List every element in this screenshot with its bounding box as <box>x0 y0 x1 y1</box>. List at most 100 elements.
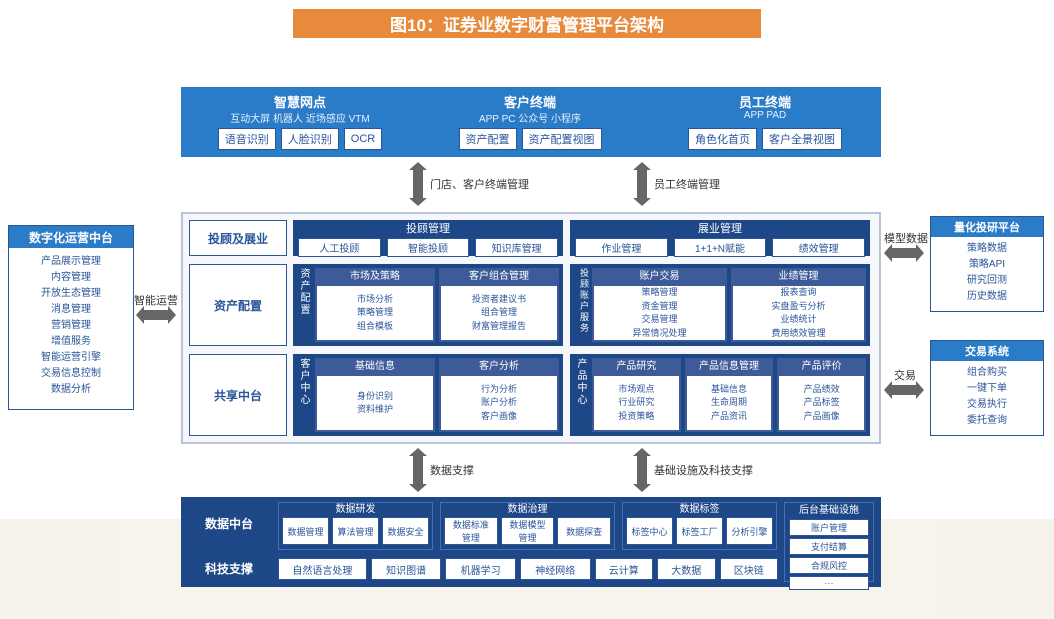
right2-panel: 交易系统 组合购买 一键下单 交易执行 委托查询 <box>930 340 1044 436</box>
i: 产品画像 <box>779 410 864 424</box>
b: 机器学习 <box>445 558 516 580</box>
i: 产品标签 <box>779 396 864 410</box>
arrow-mid-left-label: 数据支撑 <box>430 462 474 478</box>
arrow-side-r1 <box>892 248 916 258</box>
btn-asset-view: 资产配置视图 <box>522 128 602 150</box>
bottom-g1: 数据研发 数据管理 算法管理 数据安全 <box>278 502 433 550</box>
mid-r1-g2: 展业管理 作业管理 1+1+N赋能 绩效管理 <box>570 220 870 256</box>
i: 投资者建议书 <box>441 293 557 307</box>
mid-r3-vlabel2: 产品中心 <box>574 358 588 432</box>
i: 实盘盈亏分析 <box>733 300 864 314</box>
t: 产品信息管理 <box>687 360 772 374</box>
i: 支付结算 <box>789 538 869 555</box>
top-smart-branch-title: 智慧网点 <box>200 92 400 111</box>
i: 投资策略 <box>594 410 679 424</box>
t: 业绩管理 <box>733 270 864 284</box>
btn-cust-panorama: 客户全景视图 <box>762 128 842 150</box>
left-item: 消息管理 <box>51 302 91 317</box>
b: 分析引擎 <box>726 517 773 545</box>
i: 财富管理报告 <box>441 320 557 334</box>
mid-r3-label: 共享中台 <box>189 354 287 436</box>
right1-item: 历史数据 <box>967 289 1007 304</box>
b: 算法管理 <box>332 517 379 545</box>
left-item: 交易信息控制 <box>41 366 101 381</box>
b: 数据标准管理 <box>444 517 498 545</box>
b: 数据探查 <box>557 517 611 545</box>
top-client-sub: APP PC 公众号 小程序 <box>440 110 620 125</box>
arrow-top-right-label: 员工终端管理 <box>654 176 720 192</box>
right1-panel: 量化投研平台 策略数据 策略API 研究回测 历史数据 <box>930 216 1044 312</box>
i: 行为分析 <box>441 383 557 397</box>
t: 产品研究 <box>594 360 679 374</box>
left-item: 营销管理 <box>51 318 91 333</box>
right2-item: 交易执行 <box>967 397 1007 412</box>
mid-r2-vlabel1: 资产配置 <box>297 268 311 342</box>
i: 报表查询 <box>733 286 864 300</box>
top-smart-branch-btns: 语音识别 人脸识别 OCR <box>200 128 400 150</box>
right2-item: 一键下单 <box>967 381 1007 396</box>
right2-item: 组合购买 <box>967 365 1007 380</box>
mid-r1-g1: 投顾管理 人工投顾 智能投顾 知识库管理 <box>293 220 563 256</box>
mid-r2-right: 投顾账户服务 账户交易策略管理资金管理交易管理异常情况处理 业绩管理报表查询实盘… <box>570 264 870 346</box>
mid-r3-b5: 产品评价产品绩效产品标签产品画像 <box>777 358 866 432</box>
i: 资料维护 <box>317 403 433 417</box>
t: 账户交易 <box>594 270 725 284</box>
btn: 绩效管理 <box>772 238 865 257</box>
figure-title: 图10：证券业数字财富管理平台架构 <box>293 9 761 38</box>
i: 行业研究 <box>594 396 679 410</box>
t: 数据治理 <box>441 503 614 517</box>
t: 产品评价 <box>779 360 864 374</box>
top-client-title: 客户终端 <box>440 92 620 111</box>
bottom-side: 后台基础设施 账户管理 支付结算 合规风控 ··· <box>784 502 874 582</box>
i: 费用绩效管理 <box>733 327 864 341</box>
b: 标签工厂 <box>676 517 723 545</box>
mid-r2-b4: 业绩管理报表查询实盘盈亏分析业绩统计费用绩效管理 <box>731 268 866 342</box>
mid-r2-left: 资产配置 市场及策略市场分析策略管理组合模板 客户组合管理投资者建议书组合管理财… <box>293 264 563 346</box>
btn: 知识库管理 <box>475 238 558 257</box>
i: 产品资讯 <box>687 410 772 424</box>
btn: 智能投顾 <box>387 238 470 257</box>
mid-r1-label-text: 投顾及展业 <box>208 230 268 247</box>
arrow-top-left <box>413 170 423 198</box>
i: 组合管理 <box>441 306 557 320</box>
mid-r3-right: 产品中心 产品研究市场观点行业研究投资策略 产品信息管理基础信息生命周期产品资讯… <box>570 354 870 436</box>
b: 自然语言处理 <box>278 558 367 580</box>
arrow-side-r2-label: 交易 <box>894 367 916 383</box>
mid-r2-b3: 账户交易策略管理资金管理交易管理异常情况处理 <box>592 268 727 342</box>
i: 客户画像 <box>441 410 557 424</box>
right1-item: 策略API <box>969 257 1005 272</box>
btn: 1+1+N赋能 <box>674 238 767 257</box>
bottom-r2-btns: 自然语言处理 知识图谱 机器学习 神经网络 云计算 大数据 区块链 <box>278 558 778 580</box>
top-staff-title: 员工终端 <box>670 92 860 111</box>
top-staff-sub: APP PAD <box>670 110 860 121</box>
i: 合规风控 <box>789 557 869 574</box>
btn-asset-alloc: 资产配置 <box>459 128 517 150</box>
btn: 人工投顾 <box>298 238 381 257</box>
i: ··· <box>789 576 869 590</box>
arrow-top-left-label: 门店、客户终端管理 <box>430 176 529 192</box>
right2-title: 交易系统 <box>931 341 1043 361</box>
mid-r3-b1: 基础信息身份识别资料维护 <box>315 358 435 432</box>
arrow-top-right <box>637 170 647 198</box>
top-staff-btns: 角色化首页 客户全景视图 <box>670 128 860 150</box>
mid-r2-label-text: 资产配置 <box>214 297 262 314</box>
arrow-side-left-label: 智能运营 <box>134 292 178 308</box>
b: 大数据 <box>657 558 715 580</box>
i: 策略管理 <box>317 306 433 320</box>
arrow-mid-right-label: 基础设施及科技支撑 <box>654 462 753 478</box>
mid-r3-vlabel1: 客户中心 <box>297 358 311 432</box>
mid-r3-b4: 产品信息管理基础信息生命周期产品资讯 <box>685 358 774 432</box>
mid-r1-g2-title: 展业管理 <box>571 221 869 238</box>
b: 知识图谱 <box>371 558 442 580</box>
bottom-g3: 数据标签 标签中心 标签工厂 分析引擎 <box>622 502 777 550</box>
mid-r2-b2: 客户组合管理投资者建议书组合管理财富管理报告 <box>439 268 559 342</box>
b: 数据安全 <box>382 517 429 545</box>
t: 数据研发 <box>279 503 432 517</box>
b: 神经网络 <box>520 558 591 580</box>
mid-r3-b2: 客户分析行为分析账户分析客户画像 <box>439 358 559 432</box>
mid-r3-label-text: 共享中台 <box>214 387 262 404</box>
left-item: 增值服务 <box>51 334 91 349</box>
top-smart-branch-sub: 互动大屏 机器人 近场感应 VTM <box>200 110 400 125</box>
i: 基础信息 <box>687 383 772 397</box>
left-item: 智能运营引擎 <box>41 350 101 365</box>
